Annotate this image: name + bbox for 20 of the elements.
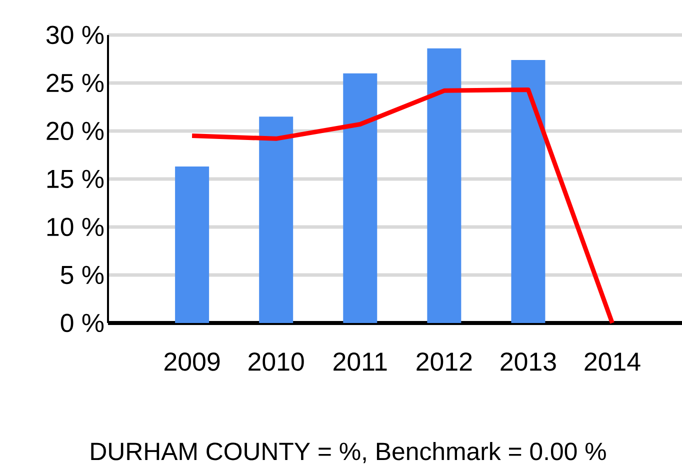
bar [343,73,378,323]
line-series [190,87,615,326]
x-tick-label: 2014 [584,352,640,371]
bar [511,60,546,323]
y-tick-label: 30 % [46,26,104,44]
y-tick-label: 0 % [60,314,104,332]
y-tick-label: 5 % [60,266,104,284]
text: DURHAM COUNTY = %, Benchmark = 0.00 % [91,442,606,464]
bar [259,116,294,323]
y-tick-label: 25 % [46,74,104,92]
y-tick-label: 20 % [46,122,104,140]
x-tick-label: 2009 [164,352,220,371]
x-tick-label: 2013 [500,352,556,371]
x-tick-label: 2010 [248,352,304,371]
x-tick-label: 2011 [334,352,387,371]
bar [427,48,462,323]
y-tick-label: 15 % [47,170,104,188]
x-tick-label: 2012 [416,352,472,371]
bar [175,166,210,323]
y-tick-label: 10 % [47,218,104,236]
